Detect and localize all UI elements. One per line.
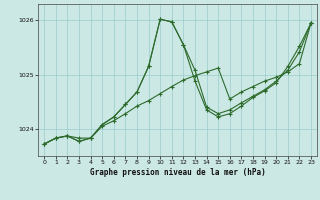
X-axis label: Graphe pression niveau de la mer (hPa): Graphe pression niveau de la mer (hPa) bbox=[90, 168, 266, 177]
